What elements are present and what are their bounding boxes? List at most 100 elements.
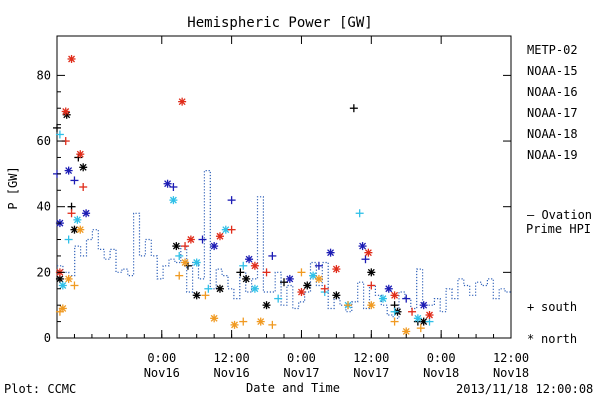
y-tick-label: 80 xyxy=(37,68,51,82)
metp-02-north-point xyxy=(55,274,64,283)
metp-02-south-point xyxy=(280,278,288,287)
noaa-18-north-point xyxy=(58,304,67,313)
noaa-19-north-point xyxy=(61,107,70,116)
x-axis: 0:00Nov1612:00Nov160:00Nov1712:00Nov170:… xyxy=(56,36,529,380)
x-tick-time: 0:00 xyxy=(147,351,176,365)
ovation-hpi-line xyxy=(57,170,511,319)
y-axis-label: P [GW] xyxy=(6,166,20,209)
noaa-19-north-point xyxy=(76,150,85,159)
noaa-15-north-point xyxy=(64,166,73,175)
metp-02-north-point xyxy=(242,274,251,283)
noaa-19-north-point xyxy=(390,291,399,300)
plot-frame xyxy=(56,35,512,339)
noaa-15-south-point xyxy=(361,255,370,264)
y-axis: 0 20 40 60 80 xyxy=(37,68,511,345)
noaa-19-north-point xyxy=(364,248,373,257)
noaa-16-south-point xyxy=(55,130,64,139)
legend: METP-02 NOAA-15 NOAA-16 NOAA-17 NOAA-18 NOAA-… xyxy=(527,43,578,162)
noaa-16-south-point xyxy=(239,261,248,270)
noaa-18-south-point xyxy=(390,317,399,326)
noaa-18-south-point xyxy=(70,281,79,290)
noaa-15-south-point xyxy=(198,235,207,244)
noaa-15-south-point xyxy=(402,294,411,303)
noaa-15-north-point xyxy=(210,242,219,251)
noaa-16-north-point xyxy=(73,215,82,224)
noaa-19-north-point xyxy=(178,97,187,106)
metp-02-north-point xyxy=(215,284,224,293)
noaa-19-north-point xyxy=(250,261,259,270)
noaa-19-north-point xyxy=(186,235,195,244)
noaa-16-south-point xyxy=(390,307,399,316)
noaa-19-south-point xyxy=(367,281,376,290)
noaa-18-south-point xyxy=(416,324,425,333)
noaa-15-north-point xyxy=(326,248,335,257)
ovation-legend-label-1: Ovation xyxy=(541,208,592,222)
legend-entry-noaa-15: NOAA-15 xyxy=(527,64,578,78)
noaa-18-south-point xyxy=(239,317,248,326)
noaa-16-north-point xyxy=(250,284,259,293)
noaa-19-south-point xyxy=(67,209,76,218)
noaa-16-south-point xyxy=(175,251,184,260)
north-marker-label: north xyxy=(541,332,577,346)
north-marker-symbol: * xyxy=(527,332,534,346)
x-tick-date: Nov18 xyxy=(493,366,529,380)
noaa-16-north-point xyxy=(192,258,201,267)
noaa-15-north-point xyxy=(245,255,254,264)
noaa-19-south-point xyxy=(408,307,417,316)
legend-entry-noaa-17: NOAA-17 xyxy=(527,106,578,120)
metp-02-south-point xyxy=(53,123,61,132)
noaa-16-south-point xyxy=(64,235,73,244)
metp-02-south-point xyxy=(236,268,245,277)
metp-02-north-point xyxy=(303,281,312,290)
metp-02-north-point xyxy=(172,242,181,251)
y-tick-label: 0 xyxy=(44,331,51,345)
noaa-16-north-point xyxy=(309,271,318,280)
noaa-18-north-point xyxy=(64,274,73,283)
chart-title: Hemispheric Power [GW] xyxy=(187,15,372,31)
x-tick-time: 12:00 xyxy=(214,351,250,365)
noaa-18-north-point xyxy=(76,225,85,234)
metp-02-north-point xyxy=(419,317,428,326)
noaa-19-north-point xyxy=(332,265,341,274)
x-tick-date: Nov17 xyxy=(283,366,319,380)
noaa-15-north-point xyxy=(419,301,428,310)
x-axis-label: Date and Time xyxy=(246,381,340,395)
noaa-19-south-point xyxy=(262,268,271,277)
x-tick-date: Nov16 xyxy=(144,366,180,380)
x-tick-time: 12:00 xyxy=(493,351,529,365)
noaa-15-north-point xyxy=(384,284,393,293)
x-tick-time: 0:00 xyxy=(427,351,456,365)
x-tick-time: 0:00 xyxy=(287,351,316,365)
noaa-16-north-point xyxy=(58,281,67,290)
x-tick-date: Nov18 xyxy=(423,366,459,380)
legend-entry-noaa-18: NOAA-18 xyxy=(527,127,578,141)
noaa-18-north-point xyxy=(181,258,190,267)
ovation-legend: — Ovation Prime HPI xyxy=(526,208,592,236)
x-tick-date: Nov17 xyxy=(353,366,389,380)
plot-credit: Plot: CCMC xyxy=(4,382,76,396)
noaa-16-south-point xyxy=(355,209,364,218)
noaa-15-north-point xyxy=(82,209,91,218)
noaa-18-south-point xyxy=(344,301,353,310)
y-tick-label: 60 xyxy=(37,134,51,148)
ovation-legend-marker: — xyxy=(527,208,541,222)
noaa-19-south-point xyxy=(320,284,329,293)
metp-02-south-point xyxy=(349,104,358,113)
metp-02-north-point xyxy=(79,163,88,172)
metp-02-north-point xyxy=(192,291,201,300)
noaa-16-north-point xyxy=(413,314,422,323)
noaa-19-north-point xyxy=(215,232,224,241)
y-tick-label: 40 xyxy=(37,200,51,214)
noaa-15-south-point xyxy=(169,183,178,191)
ovation-legend-label-2: Prime HPI xyxy=(526,222,591,236)
plot-area xyxy=(53,54,511,336)
noaa-18-north-point xyxy=(367,301,376,310)
noaa-15-south-point xyxy=(314,261,323,270)
noaa-15-south-point xyxy=(70,176,79,185)
legend-entry-metp-02: METP-02 xyxy=(527,43,578,57)
legend-entry-noaa-19: NOAA-19 xyxy=(527,148,578,162)
noaa-16-north-point xyxy=(378,294,387,303)
y-tick-label: 20 xyxy=(37,265,51,279)
noaa-15-north-point xyxy=(163,179,172,188)
